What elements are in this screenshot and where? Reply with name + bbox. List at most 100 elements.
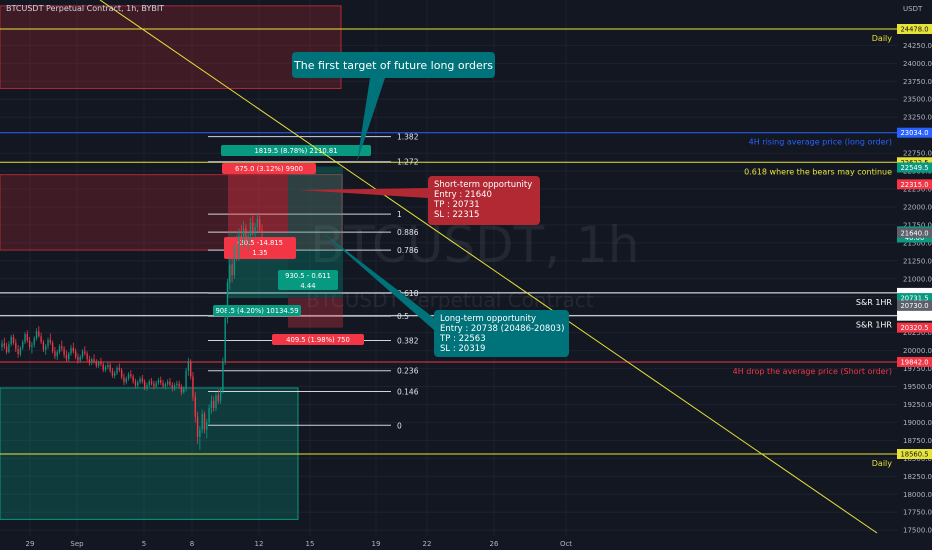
candle [224, 314, 226, 365]
candle-body [12, 336, 15, 343]
candle-body [118, 367, 121, 371]
x-tick-label: 22 [423, 540, 432, 548]
candle [17, 344, 19, 358]
candle [141, 375, 144, 384]
trade-boxes[interactable]: 675.0 (3.12%) 9900 1819.5 (8.78%) 2110.81… [213, 145, 371, 345]
candle-body [47, 339, 49, 347]
price-tag-bg [897, 322, 932, 333]
fib-ratio-label: 1.382 [397, 133, 419, 142]
candle [261, 224, 263, 238]
candle [123, 373, 125, 386]
price-tag-text: 24478.0 [900, 26, 928, 34]
price-tag-text: 20320.5 [900, 324, 928, 332]
symbol-header[interactable]: BTCUSDT Perpetual Contract, 1h, BYBIT [6, 4, 165, 13]
candle-body [40, 336, 42, 342]
candle-body [256, 219, 259, 228]
candle [77, 353, 79, 364]
candle-body [162, 382, 164, 387]
candle-body [259, 219, 261, 230]
fib-ratio-label: 0.382 [397, 337, 419, 346]
candle-body [58, 346, 61, 353]
candle-body [180, 386, 183, 393]
candle-body [93, 359, 95, 362]
candle-body [242, 228, 245, 243]
candle-body [77, 357, 79, 361]
candle [229, 257, 231, 290]
candle [166, 379, 169, 387]
candle [72, 342, 75, 354]
candle [176, 380, 178, 388]
y-tick-label: 19000.0 [903, 419, 932, 427]
candle [212, 396, 215, 412]
y-tick-label: 22000.0 [903, 203, 932, 211]
candle-body [189, 362, 192, 377]
candle-body [22, 341, 24, 348]
candle [155, 380, 157, 389]
candle-body [35, 331, 38, 339]
candle-body [10, 336, 12, 345]
candle [254, 222, 256, 239]
candle [208, 404, 210, 426]
candle [114, 370, 116, 379]
candle-body [19, 347, 22, 355]
candle-body [104, 367, 107, 371]
candle [120, 367, 123, 380]
candle-body [148, 381, 150, 386]
fib-ratio-label: 0.5 [397, 312, 409, 321]
candle-body [210, 400, 213, 409]
candle [173, 382, 176, 391]
candle [95, 359, 98, 368]
candle-body [141, 378, 144, 382]
annotations[interactable]: The first target of future long orders Sh… [292, 52, 569, 357]
candle-body [68, 353, 70, 360]
price-tag-text: 23034.0 [900, 129, 928, 137]
trade-box-long [213, 305, 301, 316]
candle-body [166, 381, 169, 385]
fib-ratio-label: 0 [397, 421, 402, 430]
candle [88, 355, 91, 366]
candle-body [236, 246, 238, 258]
fib-ratio-label: 1.272 [397, 158, 419, 167]
candle [45, 344, 47, 355]
candle [153, 380, 155, 390]
candle-body [164, 384, 167, 387]
candle-body [114, 372, 116, 376]
x-tick-label: 15 [306, 540, 315, 548]
candle [134, 378, 137, 388]
candle [42, 339, 45, 353]
candle [171, 382, 173, 392]
candle-body [252, 222, 254, 233]
fib-ratio-label: 0.886 [397, 228, 419, 237]
candle-body [150, 381, 153, 384]
callout-text: SL : 20319 [440, 344, 485, 354]
y-tick-label: 24000.0 [903, 60, 932, 68]
y-tick-label: 21250.0 [903, 257, 932, 265]
candle [10, 334, 12, 347]
candle [51, 340, 54, 354]
candle [5, 342, 8, 355]
trendline[interactable] [99, 0, 878, 534]
candle-body [157, 380, 160, 383]
candle [231, 253, 233, 283]
x-tick-label: Oct [560, 540, 572, 548]
candle-body [56, 352, 58, 357]
candle [125, 376, 127, 385]
candle [22, 339, 24, 350]
price-tag-text: 46:00 [905, 234, 925, 242]
candle [58, 344, 61, 355]
y-tick-label: 18250.0 [903, 473, 932, 481]
price-tag-bg [897, 287, 932, 298]
candle-body [33, 338, 35, 345]
candle [148, 379, 150, 388]
candle [102, 361, 104, 373]
callout-pointer [298, 188, 428, 198]
price-tag-text: 19842.0 [900, 358, 928, 366]
candle-body [247, 235, 249, 242]
fib-ratio-label: 0.146 [397, 388, 419, 397]
price-axis[interactable] [897, 0, 932, 536]
candle [160, 376, 162, 386]
x-axis-labels: 29 Sep 5 8 12 15 19 22 26 Oct [26, 540, 573, 548]
candle-body [81, 351, 84, 358]
candle [31, 341, 33, 354]
